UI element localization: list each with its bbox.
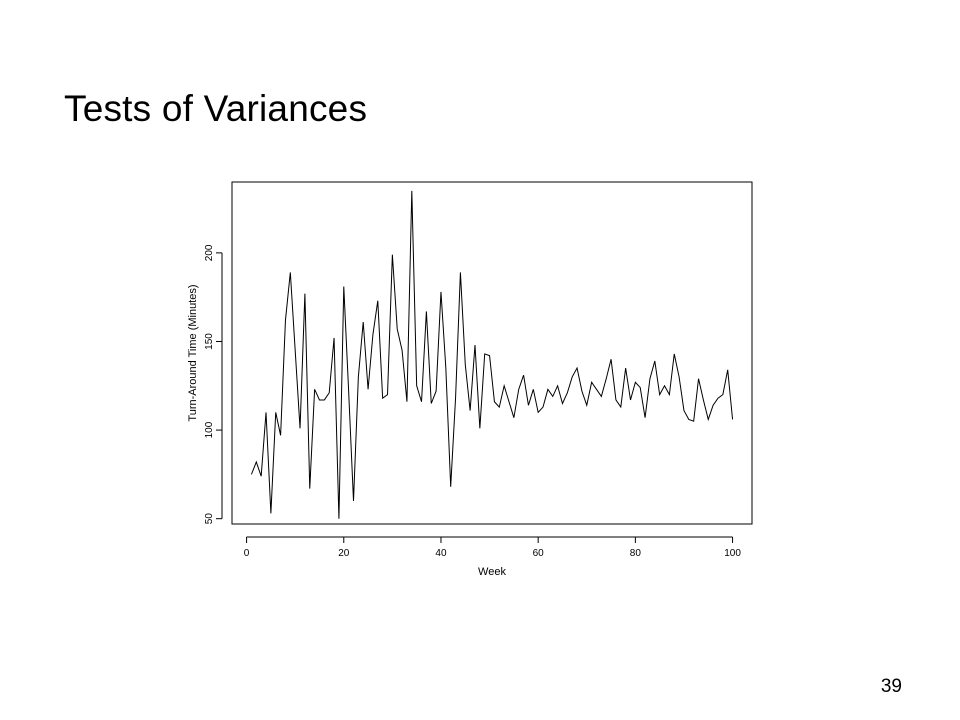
plot-frame [231,181,753,525]
page-number: 39 [880,676,902,697]
y-tick-label: 100 [204,421,215,438]
y-axis-label: Turn-Around Time (Minutes) [187,284,199,421]
series-layer [250,190,734,519]
y-tick-label: 50 [204,513,215,525]
x-tick-label: 60 [533,548,545,559]
x-axis: 0 20 40 60 80 100 [244,536,741,559]
x-tick-label: 0 [244,548,250,559]
slide-title: Tests of Variances [64,88,368,129]
x-tick-label: 100 [724,548,741,559]
y-axis: 50 100 150 200 [204,244,223,525]
x-tick-label: 40 [435,548,447,559]
series-line-0 [250,190,734,519]
x-axis-label: Week [478,566,506,578]
y-tick-label: 150 [204,333,215,350]
x-tick-label: 80 [630,548,642,559]
x-tick-label: 20 [338,548,350,559]
y-tick-label: 200 [204,244,215,261]
